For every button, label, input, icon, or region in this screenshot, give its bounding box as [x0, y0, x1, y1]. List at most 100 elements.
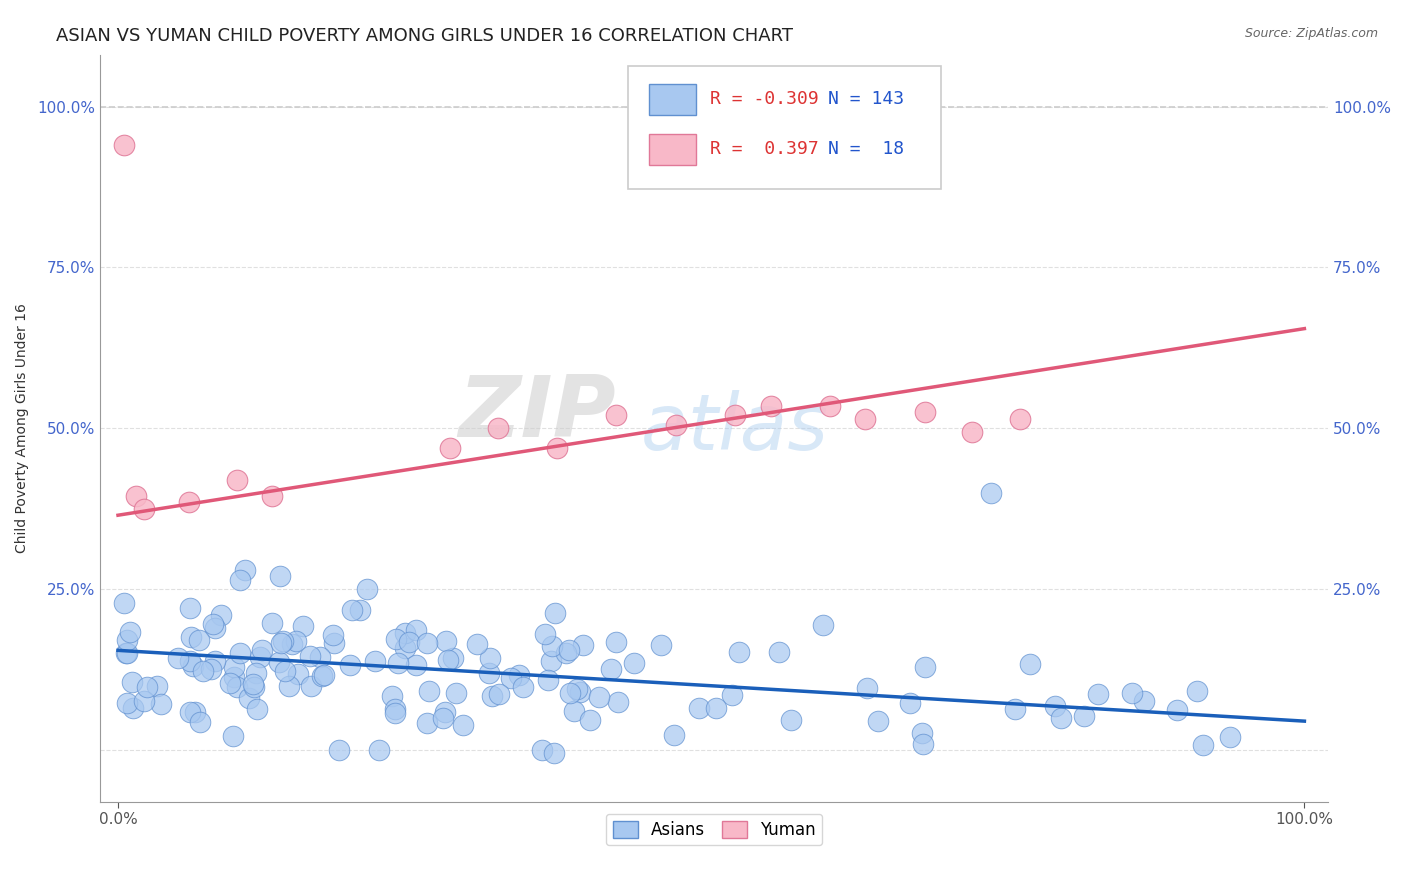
Point — [912, 737, 935, 751]
Point — [112, 596, 135, 610]
Point — [262, 616, 284, 631]
Point — [245, 666, 267, 681]
Legend: Asians, Yuman: Asians, Yuman — [606, 814, 823, 846]
Point — [1019, 657, 1042, 672]
Point — [262, 489, 284, 503]
Point — [311, 669, 333, 683]
Point — [384, 706, 406, 720]
Point — [759, 399, 782, 413]
Point — [571, 638, 593, 652]
Point — [768, 645, 790, 659]
Point — [270, 636, 292, 650]
Point — [190, 714, 212, 729]
Point — [269, 569, 291, 583]
Point — [405, 623, 427, 637]
Point — [349, 603, 371, 617]
Point — [229, 574, 252, 588]
Point — [384, 701, 406, 715]
Y-axis label: Child Poverty Among Girls Under 16: Child Poverty Among Girls Under 16 — [15, 303, 30, 553]
Point — [481, 690, 503, 704]
Point — [323, 635, 346, 649]
Point — [818, 399, 841, 413]
Point — [866, 714, 889, 728]
Point — [188, 632, 211, 647]
Point — [558, 685, 581, 699]
Text: Source: ZipAtlas.com: Source: ZipAtlas.com — [1244, 27, 1378, 40]
Point — [623, 656, 645, 670]
Point — [179, 705, 201, 719]
Point — [405, 657, 427, 672]
Point — [179, 495, 201, 509]
Point — [555, 646, 578, 660]
FancyBboxPatch shape — [628, 66, 942, 189]
Text: R =  0.397: R = 0.397 — [710, 140, 820, 158]
Point — [309, 649, 332, 664]
Point — [179, 601, 201, 615]
Point — [149, 697, 172, 711]
Point — [434, 634, 457, 648]
Point — [115, 632, 138, 647]
Point — [568, 685, 591, 699]
Point — [356, 582, 378, 597]
Point — [416, 636, 439, 650]
Text: ASIAN VS YUMAN CHILD POVERTY AMONG GIRLS UNDER 16 CORRELATION CHART: ASIAN VS YUMAN CHILD POVERTY AMONG GIRLS… — [56, 27, 793, 45]
Point — [508, 668, 530, 682]
Point — [225, 473, 247, 487]
Point — [115, 646, 138, 660]
Point — [387, 656, 409, 670]
Point — [530, 743, 553, 757]
Point — [960, 425, 983, 439]
Point — [132, 501, 155, 516]
Text: N =  18: N = 18 — [828, 140, 904, 158]
Point — [721, 688, 744, 702]
Point — [534, 627, 557, 641]
Point — [1008, 411, 1031, 425]
Point — [415, 715, 437, 730]
Point — [299, 649, 322, 664]
Point — [439, 441, 461, 455]
Point — [122, 700, 145, 714]
Point — [167, 650, 190, 665]
Point — [314, 668, 336, 682]
Point — [1132, 693, 1154, 707]
Point — [118, 625, 141, 640]
Point — [225, 680, 247, 694]
Point — [605, 635, 627, 649]
Point — [281, 637, 304, 651]
Point — [292, 619, 315, 633]
Point — [465, 637, 488, 651]
Point — [543, 747, 565, 761]
Point — [367, 743, 389, 757]
Point — [579, 713, 602, 727]
Point — [855, 411, 877, 425]
Point — [543, 607, 565, 621]
Point — [541, 639, 564, 653]
Point — [704, 700, 727, 714]
Point — [728, 645, 751, 659]
Point — [364, 654, 387, 668]
Point — [437, 652, 460, 666]
Point — [134, 694, 156, 708]
Point — [398, 635, 420, 649]
Point — [342, 603, 364, 617]
Point — [1219, 730, 1241, 744]
Point — [229, 646, 252, 660]
Point — [222, 660, 245, 674]
Point — [191, 664, 214, 678]
Point — [269, 655, 291, 669]
Point — [121, 675, 143, 690]
Point — [233, 563, 256, 577]
Point — [115, 646, 138, 660]
Point — [277, 679, 299, 693]
Point — [136, 680, 159, 694]
Point — [200, 662, 222, 676]
Point — [607, 695, 630, 709]
Point — [179, 654, 201, 668]
FancyBboxPatch shape — [650, 84, 696, 115]
Point — [914, 659, 936, 673]
Point — [328, 743, 350, 757]
Text: R = -0.309: R = -0.309 — [710, 90, 820, 108]
Point — [600, 662, 623, 676]
Point — [146, 679, 169, 693]
Point — [202, 616, 225, 631]
